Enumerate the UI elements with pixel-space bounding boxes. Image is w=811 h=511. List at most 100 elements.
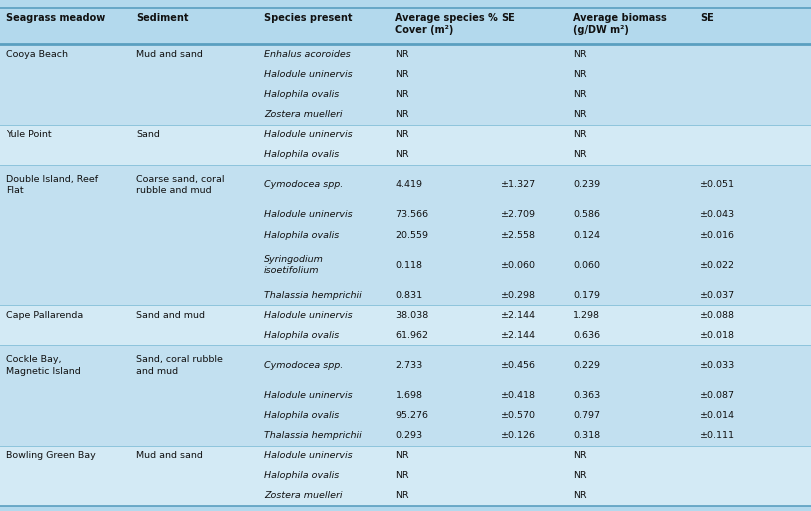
Text: Seagrass meadow: Seagrass meadow	[6, 13, 105, 23]
Bar	[0, 466, 811, 486]
Text: 0.239: 0.239	[573, 180, 599, 190]
Text: 4.419: 4.419	[395, 180, 422, 190]
Text: Halodule uninervis: Halodule uninervis	[264, 451, 352, 460]
Bar	[0, 225, 811, 245]
Text: Halodule uninervis: Halodule uninervis	[264, 211, 352, 220]
Text: NR: NR	[573, 110, 586, 119]
Text: NR: NR	[395, 471, 409, 480]
Text: ±0.111: ±0.111	[699, 431, 734, 440]
Bar	[0, 326, 811, 345]
Bar	[0, 285, 811, 305]
Text: NR: NR	[395, 451, 409, 460]
Text: NR: NR	[573, 150, 586, 159]
Text: NR: NR	[573, 471, 586, 480]
Text: Mud and sand: Mud and sand	[136, 50, 203, 59]
Bar	[0, 385, 811, 406]
Text: Sand: Sand	[136, 130, 160, 139]
Text: 0.586: 0.586	[573, 211, 599, 220]
Text: Halophila ovalis: Halophila ovalis	[264, 471, 339, 480]
Text: 0.179: 0.179	[573, 291, 599, 300]
Text: ±0.126: ±0.126	[500, 431, 535, 440]
Text: Species present: Species present	[264, 13, 352, 23]
Text: ±0.456: ±0.456	[500, 361, 535, 370]
Bar	[0, 64, 811, 85]
Text: Enhalus acoroides: Enhalus acoroides	[264, 50, 350, 59]
Bar	[0, 125, 811, 145]
Text: ±0.043: ±0.043	[699, 211, 734, 220]
Text: 1.298: 1.298	[573, 311, 599, 320]
Bar	[0, 446, 811, 466]
Text: 0.797: 0.797	[573, 411, 599, 420]
Text: ±0.418: ±0.418	[500, 391, 535, 400]
Text: 95.276: 95.276	[395, 411, 428, 420]
Text: NR: NR	[573, 90, 586, 99]
Text: Halophila ovalis: Halophila ovalis	[264, 90, 339, 99]
Text: Average species %
Cover (m²): Average species % Cover (m²)	[395, 13, 498, 35]
Text: 2.733: 2.733	[395, 361, 423, 370]
Bar	[0, 426, 811, 446]
Text: ±0.018: ±0.018	[699, 331, 734, 340]
Text: Halodule uninervis: Halodule uninervis	[264, 311, 352, 320]
Text: Syringodium
isoetifolium: Syringodium isoetifolium	[264, 255, 324, 275]
Text: ±0.570: ±0.570	[500, 411, 535, 420]
Text: ±2.709: ±2.709	[500, 211, 535, 220]
Text: Cape Pallarenda: Cape Pallarenda	[6, 311, 83, 320]
Text: NR: NR	[573, 451, 586, 460]
Text: Bowling Green Bay: Bowling Green Bay	[6, 451, 96, 460]
Text: Halodule uninervis: Halodule uninervis	[264, 130, 352, 139]
Text: NR: NR	[395, 492, 409, 500]
Text: 0.318: 0.318	[573, 431, 599, 440]
Text: 0.124: 0.124	[573, 230, 599, 240]
Text: Mud and sand: Mud and sand	[136, 451, 203, 460]
Text: Zostera muelleri: Zostera muelleri	[264, 110, 342, 119]
Text: ±0.298: ±0.298	[500, 291, 535, 300]
Text: Cockle Bay,
Magnetic Island: Cockle Bay, Magnetic Island	[6, 356, 80, 376]
Text: Coarse sand, coral
rubble and mud: Coarse sand, coral rubble and mud	[136, 175, 225, 195]
Text: SE: SE	[699, 13, 713, 23]
Text: ±0.051: ±0.051	[699, 180, 734, 190]
Text: 61.962: 61.962	[395, 331, 428, 340]
Bar	[0, 145, 811, 165]
Text: 73.566: 73.566	[395, 211, 428, 220]
Text: ±0.088: ±0.088	[699, 311, 734, 320]
Text: Sediment: Sediment	[136, 13, 189, 23]
Text: Halophila ovalis: Halophila ovalis	[264, 230, 339, 240]
Text: Average biomass
(g/DW m²): Average biomass (g/DW m²)	[573, 13, 666, 35]
Text: NR: NR	[573, 130, 586, 139]
Text: Sand, coral rubble
and mud: Sand, coral rubble and mud	[136, 356, 223, 376]
Text: ±0.033: ±0.033	[699, 361, 734, 370]
Text: Sand and mud: Sand and mud	[136, 311, 205, 320]
Bar	[0, 165, 811, 205]
Text: NR: NR	[573, 70, 586, 79]
Text: ±0.037: ±0.037	[699, 291, 734, 300]
Text: NR: NR	[395, 50, 409, 59]
Bar	[0, 245, 811, 285]
Text: NR: NR	[573, 492, 586, 500]
Text: Cymodocea spp.: Cymodocea spp.	[264, 180, 343, 190]
Text: ±1.327: ±1.327	[500, 180, 535, 190]
Text: ±2.558: ±2.558	[500, 230, 535, 240]
Bar	[0, 406, 811, 426]
Text: ±2.144: ±2.144	[500, 311, 535, 320]
Text: 38.038: 38.038	[395, 311, 428, 320]
Text: NR: NR	[573, 50, 586, 59]
Text: SE: SE	[500, 13, 514, 23]
Text: 0.831: 0.831	[395, 291, 422, 300]
Bar	[0, 205, 811, 225]
Text: Thalassia hemprichii: Thalassia hemprichii	[264, 291, 361, 300]
Text: 0.636: 0.636	[573, 331, 599, 340]
Text: Halophila ovalis: Halophila ovalis	[264, 411, 339, 420]
Text: Halophila ovalis: Halophila ovalis	[264, 331, 339, 340]
Bar	[0, 44, 811, 64]
Text: 0.060: 0.060	[573, 261, 599, 270]
Bar	[0, 345, 811, 385]
Text: ±0.014: ±0.014	[699, 411, 734, 420]
Text: 0.363: 0.363	[573, 391, 600, 400]
Text: ±0.060: ±0.060	[500, 261, 535, 270]
Text: ±0.016: ±0.016	[699, 230, 734, 240]
Text: NR: NR	[395, 150, 409, 159]
Text: Halodule uninervis: Halodule uninervis	[264, 391, 352, 400]
Text: Cymodocea spp.: Cymodocea spp.	[264, 361, 343, 370]
Bar	[0, 85, 811, 105]
Text: Halophila ovalis: Halophila ovalis	[264, 150, 339, 159]
